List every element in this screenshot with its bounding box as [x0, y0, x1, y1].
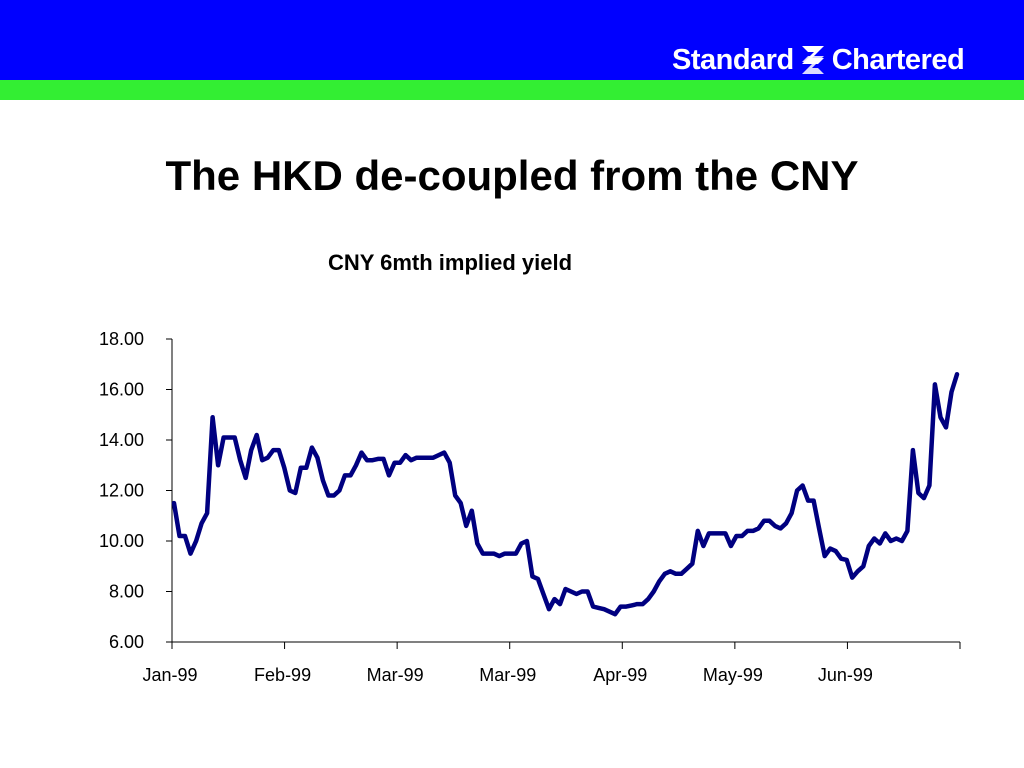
header-stripe: [0, 80, 1024, 100]
y-tick-label: 14.00: [99, 430, 144, 450]
brand-name-right: Chartered: [831, 43, 965, 76]
chart-title: CNY 6mth implied yield: [327, 250, 573, 275]
series-line-0: [171, 372, 960, 617]
x-tick-label: May-99: [703, 665, 763, 685]
y-tick-label: 12.00: [99, 481, 144, 501]
x-tick-label: Apr-99: [593, 665, 647, 685]
y-tick-label: 16.00: [99, 380, 144, 400]
x-tick-label: Mar-99: [479, 665, 536, 685]
slide-title: The HKD de-coupled from the CNY: [165, 152, 859, 199]
standard-chartered-logo-icon: [801, 46, 824, 74]
y-tick-label: 10.00: [99, 531, 144, 551]
y-tick-label: 6.00: [109, 632, 144, 652]
header-band: [0, 0, 1024, 80]
y-tick-label: 18.00: [99, 329, 144, 349]
y-tick-label: 8.00: [109, 582, 144, 602]
x-tick-label: Jun-99: [818, 665, 873, 685]
x-tick-label: Mar-99: [367, 665, 424, 685]
brand-name-left: Standard: [672, 43, 794, 76]
x-tick-label: Feb-99: [254, 665, 311, 685]
brand-logo: Standard Chartered: [672, 42, 965, 78]
x-tick-label: Jan-99: [142, 665, 197, 685]
